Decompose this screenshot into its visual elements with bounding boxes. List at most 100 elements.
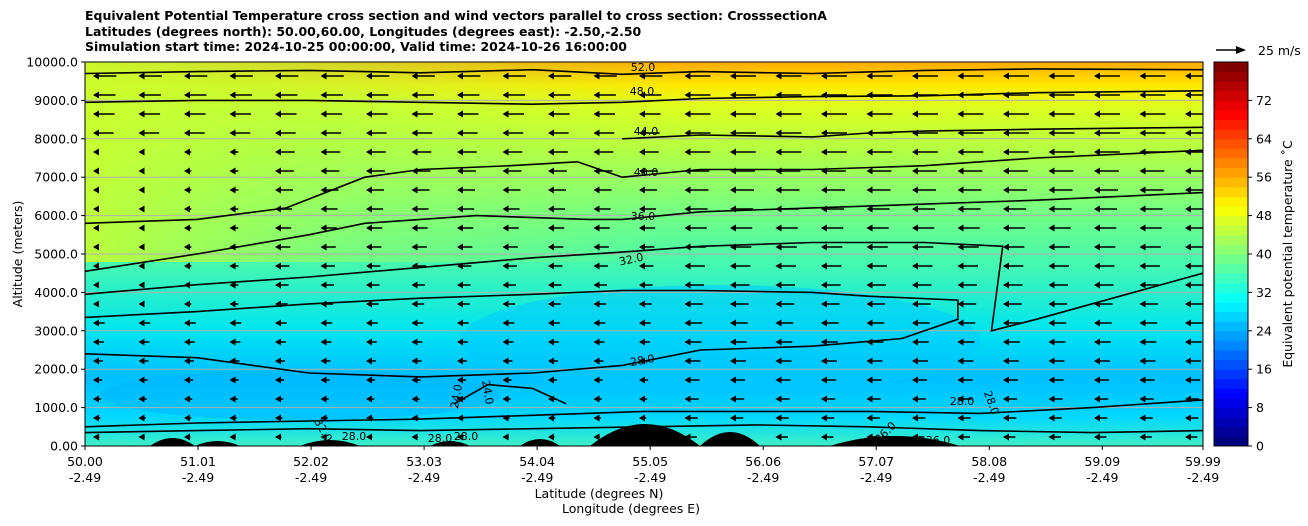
wind-vector-head — [275, 395, 281, 403]
wind-vector — [684, 338, 702, 346]
wind-vector-head — [1139, 129, 1146, 137]
wind-vector-head — [366, 148, 372, 156]
wind-vector — [730, 338, 747, 346]
wind-vector-head — [1003, 186, 1009, 194]
wind-vector-head — [229, 300, 236, 308]
wind-vector — [184, 243, 192, 251]
wind-vector-head — [912, 300, 918, 308]
wind-vector — [138, 224, 145, 232]
wind-vector — [775, 243, 797, 251]
wind-vector-head — [1048, 357, 1055, 365]
colorbar-segment — [1214, 254, 1248, 265]
wind-vector-head — [1094, 319, 1100, 327]
wind-vector-head — [593, 414, 600, 422]
wind-vector-head — [775, 395, 782, 403]
wind-vector-head — [320, 129, 327, 137]
wind-vector — [502, 129, 524, 137]
wind-vector-head — [366, 376, 372, 384]
wind-vector-head — [457, 186, 463, 194]
wind-vector — [366, 110, 388, 118]
colorbar-segment — [1214, 138, 1248, 149]
wind-vector — [502, 91, 525, 99]
wind-vector-head — [912, 395, 918, 403]
wind-vector — [1003, 433, 1016, 441]
wind-vector-head — [1048, 167, 1055, 175]
x-tick-label-lat: 59.09 — [1084, 454, 1120, 469]
wind-vector — [502, 205, 520, 213]
wind-vector — [138, 148, 145, 156]
wind-vector-head — [1139, 281, 1146, 289]
wind-vector — [821, 376, 837, 384]
wind-vector-head — [184, 357, 190, 365]
wind-vector-head — [639, 224, 645, 232]
wind-vector — [502, 243, 518, 251]
wind-vector-head — [912, 433, 918, 441]
wind-vector-head — [1185, 357, 1191, 365]
wind-vector — [775, 91, 802, 99]
wind-vector-head — [730, 72, 736, 80]
wind-vector-head — [138, 300, 145, 308]
wind-vector-head — [502, 262, 509, 270]
wind-vector — [411, 72, 435, 80]
wind-vector — [957, 338, 975, 346]
wind-vector — [502, 148, 523, 156]
wind-vector-head — [1139, 186, 1146, 194]
wind-vector — [548, 72, 572, 80]
wind-vector-head — [366, 243, 372, 251]
wind-vector — [138, 72, 162, 80]
wind-vector-head — [684, 91, 691, 99]
wind-vector — [730, 110, 756, 118]
wind-vector-head — [639, 433, 645, 441]
wind-vector-head — [457, 395, 463, 403]
wind-vector-head — [730, 243, 736, 251]
wind-vector — [866, 186, 891, 194]
wind-vector-head — [1003, 414, 1009, 422]
wind-vector-head — [957, 91, 964, 99]
wind-vector-head — [866, 414, 873, 422]
wind-vector-head — [1185, 72, 1191, 80]
wind-vector — [411, 205, 429, 213]
wind-vector — [866, 433, 879, 441]
wind-vector — [866, 148, 893, 156]
wind-vector — [366, 395, 375, 403]
wind-vector-head — [957, 414, 964, 422]
wind-vector — [366, 376, 376, 384]
colorbar-segment — [1214, 388, 1248, 399]
wind-vector-head — [1048, 91, 1055, 99]
colorbar-tick-label: 64 — [1256, 131, 1272, 146]
wind-vector — [138, 338, 150, 346]
terrain-bump — [300, 440, 360, 446]
wind-vector-head — [593, 300, 600, 308]
y-axis-label: Altitude (meters) — [10, 201, 25, 308]
wind-vector-head — [229, 148, 236, 156]
wind-vector-head — [866, 281, 873, 289]
wind-vector — [821, 148, 847, 156]
wind-vector-head — [457, 129, 463, 137]
wind-vector — [593, 281, 608, 289]
wind-vector — [639, 319, 651, 327]
colorbar-segment — [1214, 234, 1248, 245]
wind-vector-head — [548, 319, 554, 327]
wind-vector — [1185, 281, 1203, 289]
wind-vector — [184, 110, 206, 118]
wind-vector — [1094, 72, 1120, 80]
colorbar-segment — [1214, 186, 1248, 197]
wind-vector-head — [775, 110, 782, 118]
wind-vector — [957, 129, 984, 137]
wind-vector-head — [912, 224, 918, 232]
wind-vector-head — [821, 91, 827, 99]
wind-vector — [1048, 357, 1065, 365]
wind-vector-head — [411, 414, 418, 422]
wind-vector-head — [1003, 205, 1009, 213]
wind-vector — [502, 319, 515, 327]
wind-vector-head — [411, 262, 418, 270]
wind-vector-head — [1185, 148, 1191, 156]
x-tick-label-lat: 59.99 — [1185, 454, 1221, 469]
colorbar-segment — [1214, 100, 1248, 111]
wind-vector — [138, 376, 148, 384]
wind-vector — [93, 376, 103, 384]
wind-vector-head — [866, 338, 873, 346]
wind-vector — [866, 338, 884, 346]
wind-vector — [93, 148, 99, 156]
wind-vector-head — [912, 243, 918, 251]
